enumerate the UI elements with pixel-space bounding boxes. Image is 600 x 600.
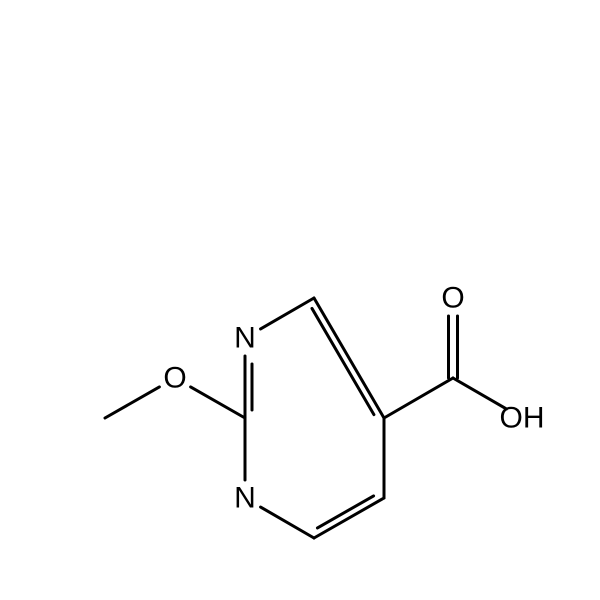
- atom-label: N: [234, 322, 256, 355]
- bond-line: [261, 507, 314, 538]
- bond-line: [314, 298, 384, 418]
- bond-line: [312, 308, 374, 414]
- bond-line: [314, 498, 384, 538]
- bond-line: [317, 496, 373, 528]
- bond-line: [384, 378, 453, 418]
- atom-label: O: [163, 362, 186, 395]
- bond-line: [453, 378, 506, 409]
- atom-label: OH: [500, 402, 545, 435]
- bond-line: [191, 387, 245, 418]
- atom-label: N: [234, 482, 256, 515]
- bond-line: [105, 387, 159, 418]
- bond-line: [261, 298, 314, 329]
- atom-label: O: [441, 282, 464, 315]
- chemical-structure-diagram: O N N O OH: [0, 0, 600, 600]
